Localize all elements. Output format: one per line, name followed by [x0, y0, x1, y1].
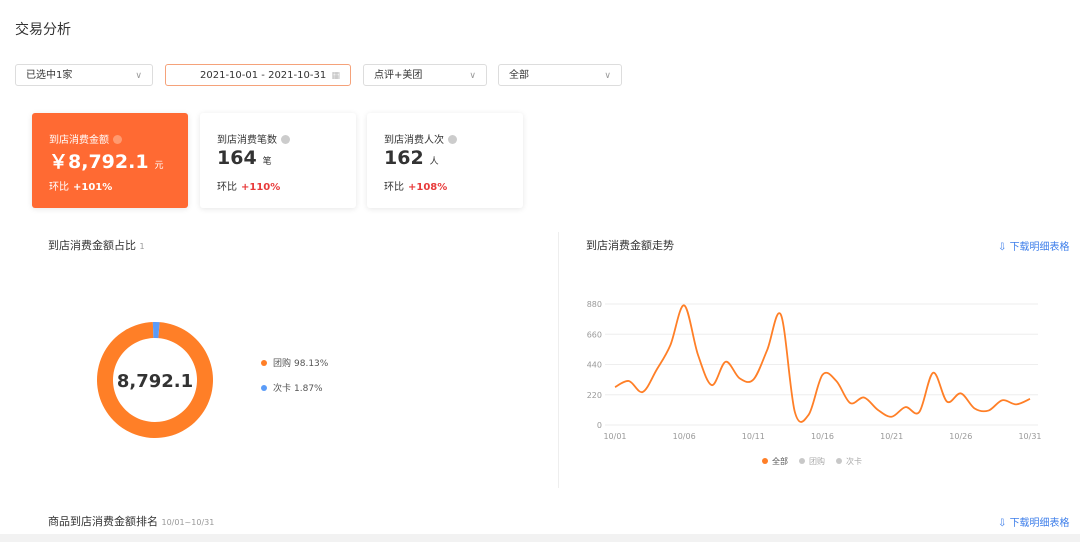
date-range[interactable]: 2021-10-01 - 2021-10-31 ▦ — [165, 64, 351, 86]
platform-select[interactable]: 点评+美团 ∨ — [363, 64, 487, 86]
title-text: 到店消费金额占比 — [48, 239, 136, 252]
divider — [558, 232, 559, 488]
x-tick-label: 10/16 — [811, 432, 834, 441]
select-text: 已选中1家 — [26, 70, 73, 81]
kpi-card[interactable]: 到店消费金额 ￥8,792.1 元 环比 +101% — [32, 113, 188, 208]
link-text: 下载明细表格 — [1009, 242, 1070, 253]
kpi-unit: 元 — [154, 161, 164, 171]
x-tick-label: 10/31 — [1018, 432, 1041, 441]
title-note: 1 — [139, 242, 145, 251]
kpi-change: +101% — [73, 182, 113, 193]
legend-value: 98.13% — [294, 359, 329, 369]
legend-dot — [836, 458, 842, 464]
x-tick-label: 10/26 — [949, 432, 972, 441]
x-tick-label: 10/06 — [673, 432, 696, 441]
legend-label: 团购 — [809, 456, 825, 466]
kpi-label: 到店消费笔数 — [217, 135, 277, 146]
select-text: 点评+美团 — [374, 70, 423, 81]
x-tick-label: 10/01 — [603, 432, 626, 441]
kpi-value: ￥8,792.1 — [49, 151, 149, 173]
legend-label: 次卡 — [846, 456, 862, 466]
select-text: 2021-10-01 - 2021-10-31 — [200, 70, 327, 81]
legend-dot — [261, 385, 267, 391]
legend-dot — [799, 458, 805, 464]
kpi-compare: 环比 — [217, 182, 237, 193]
kpi-compare: 环比 — [49, 182, 69, 193]
x-tick-label: 10/11 — [742, 432, 765, 441]
line-series — [614, 304, 1031, 423]
legend-dot — [762, 458, 768, 464]
legend-label: 全部 — [772, 456, 788, 466]
download-link[interactable]: ⇩ 下载明细表格 — [998, 518, 1070, 529]
kpi-value: 162 — [384, 147, 424, 169]
title-text: 商品到店消费金额排名 — [48, 515, 158, 528]
page-title: 交易分析 — [15, 22, 71, 38]
donut-slice — [152, 322, 160, 339]
kpi-change: +110% — [241, 182, 281, 193]
donut-center: 8,792.1 — [117, 371, 193, 392]
y-tick-label: 660 — [587, 330, 602, 339]
y-tick-label: 440 — [587, 361, 602, 370]
y-tick-label: 880 — [587, 300, 602, 309]
kpi-change: +108% — [408, 182, 448, 193]
kpi-unit: 人 — [429, 157, 439, 167]
x-tick-label: 10/21 — [880, 432, 903, 441]
kpi-label: 到店消费金额 — [49, 135, 109, 146]
donut-title: 到店消费金额占比 1 — [48, 237, 145, 253]
ranking-period: 10/01~10/31 — [161, 518, 215, 527]
line-title: 到店消费金额走势 — [586, 239, 674, 252]
legend-value: 1.87% — [294, 384, 323, 394]
kpi-unit: 笔 — [262, 157, 272, 167]
select-text: 全部 — [509, 70, 529, 81]
type-select[interactable]: 全部 ∨ — [498, 64, 622, 86]
legend-label: 次卡 — [273, 382, 291, 394]
footer-bar — [0, 534, 1080, 542]
kpi-value: 164 — [217, 147, 257, 169]
store-select[interactable]: 已选中1家 ∨ — [15, 64, 153, 86]
kpi-card[interactable]: 到店消费人次 162 人 环比 +108% — [367, 113, 523, 208]
kpi-label: 到店消费人次 — [384, 135, 444, 146]
link-text: 下载明细表格 — [1009, 518, 1070, 529]
legend-dot — [261, 360, 267, 366]
ranking-title: 商品到店消费金额排名 10/01~10/31 — [48, 513, 214, 529]
y-tick-label: 0 — [597, 421, 602, 430]
download-link[interactable]: ⇩ 下载明细表格 — [998, 242, 1070, 253]
kpi-compare: 环比 — [384, 182, 404, 193]
y-tick-label: 220 — [587, 391, 602, 400]
legend-label: 团购 — [273, 357, 291, 369]
kpi-card[interactable]: 到店消费笔数 164 笔 环比 +110% — [200, 113, 356, 208]
